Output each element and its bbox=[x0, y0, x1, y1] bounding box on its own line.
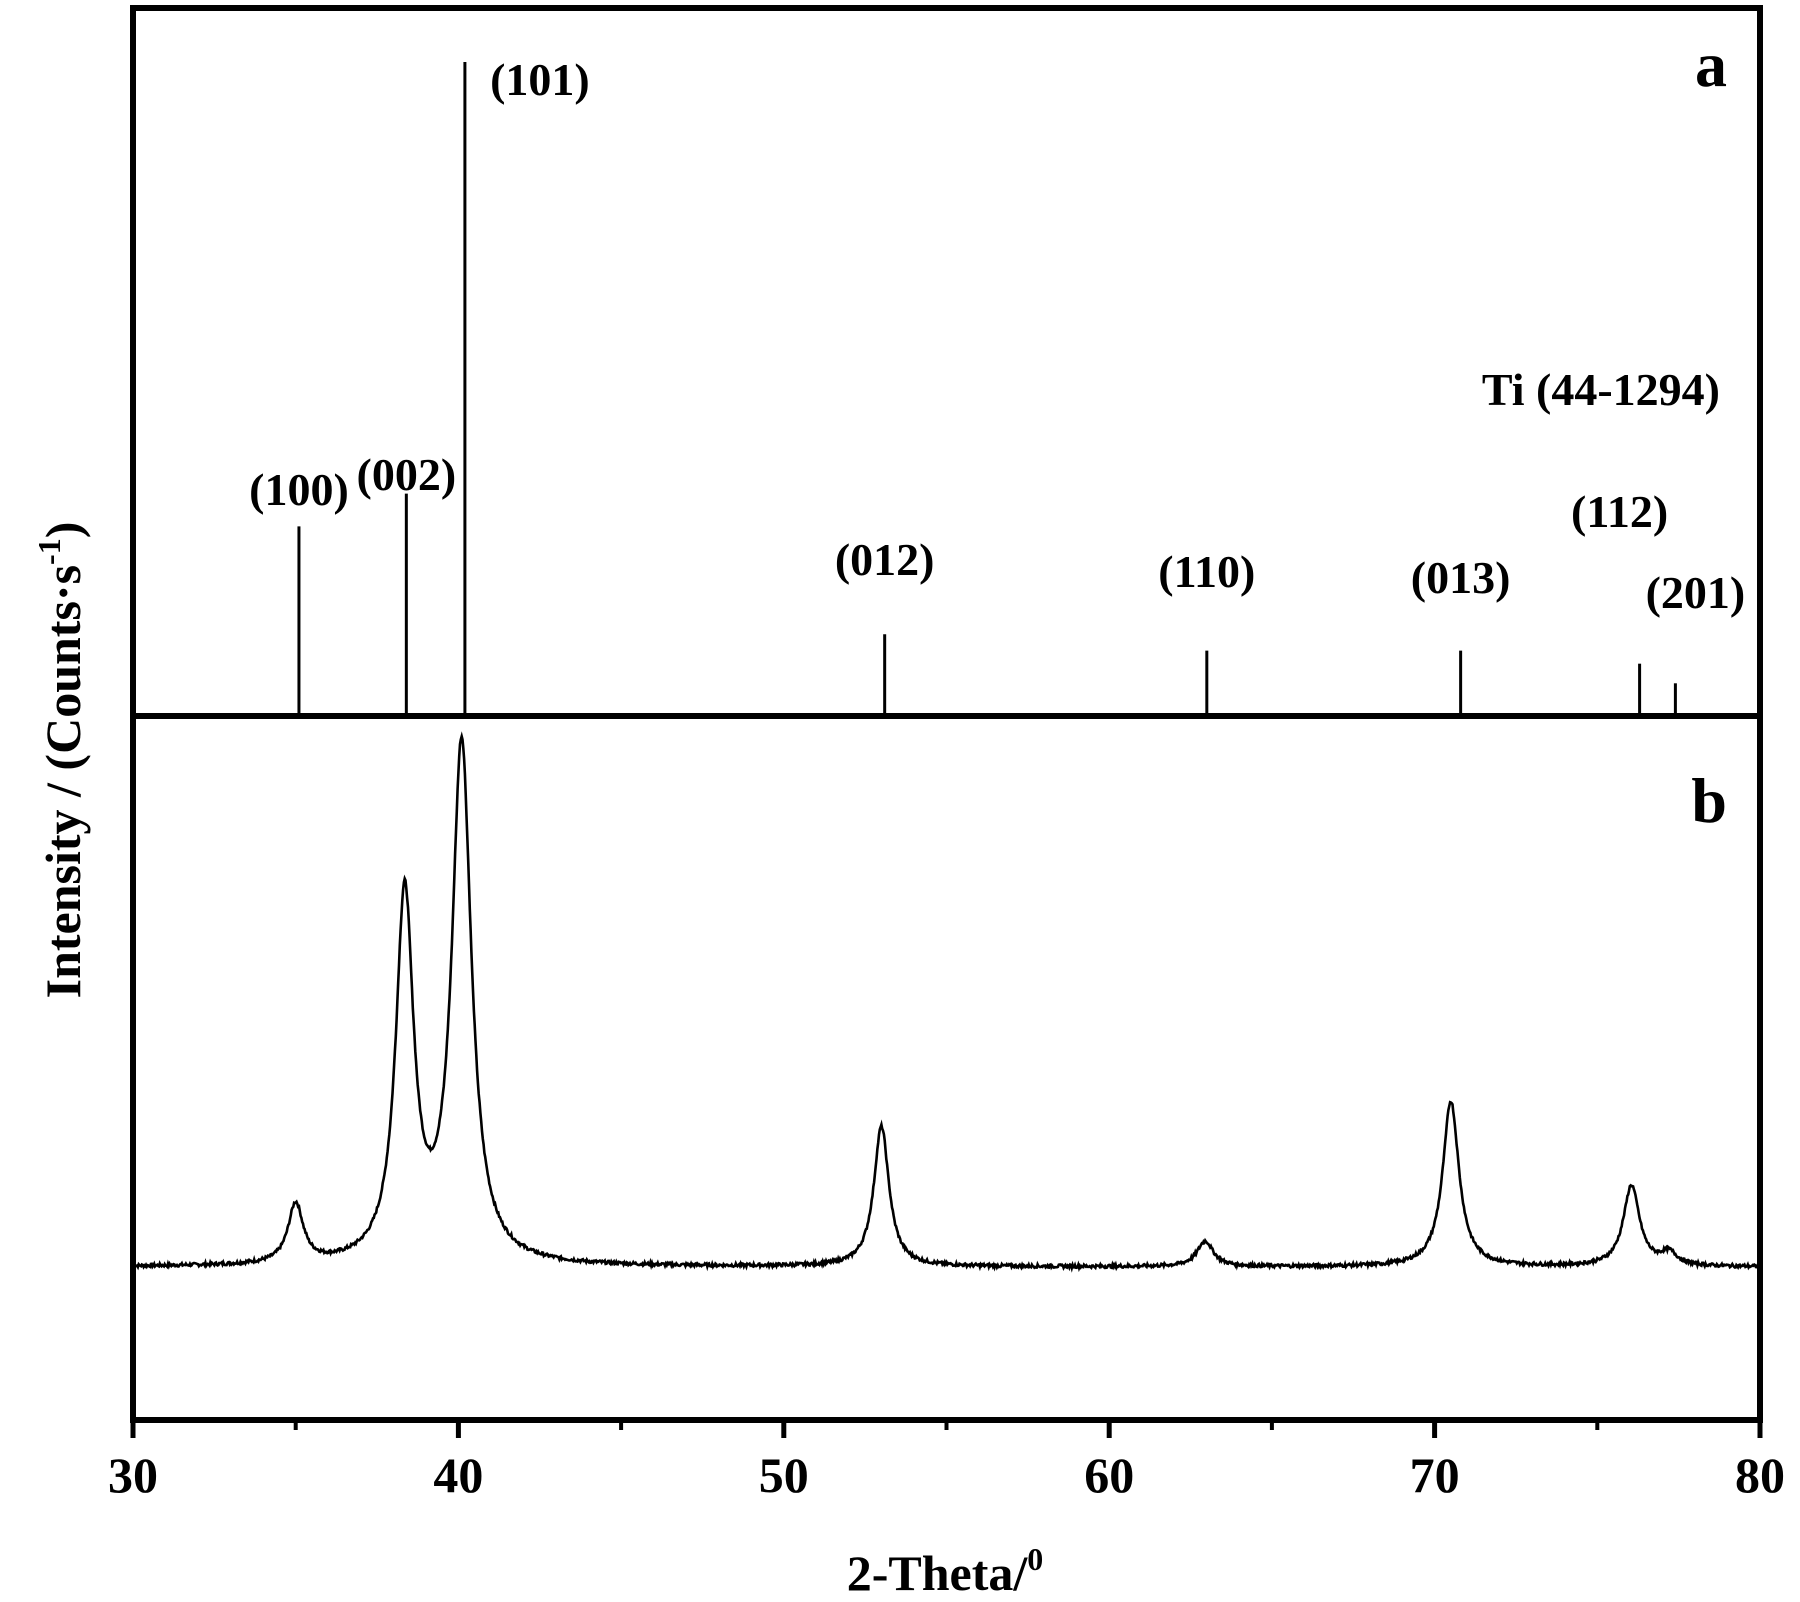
x-tick-label: 60 bbox=[1084, 1447, 1134, 1503]
stick-label: (002) bbox=[357, 449, 457, 500]
panel-letter-a: a bbox=[1695, 29, 1727, 100]
x-tick-label: 50 bbox=[759, 1447, 809, 1503]
x-axis-tick-labels: 30 40 50 60 70 80 bbox=[108, 1447, 1785, 1503]
y-axis-title-superscript: -1 bbox=[31, 538, 67, 565]
y-axis-title-main: Intensity / (Counts·s bbox=[35, 565, 91, 998]
diffraction-pattern-line bbox=[132, 731, 1762, 1273]
panel-letter-b: b bbox=[1691, 765, 1727, 836]
x-tick-label: 80 bbox=[1735, 1447, 1785, 1503]
stick-label: (012) bbox=[835, 534, 935, 585]
x-tick-label: 30 bbox=[108, 1447, 158, 1503]
reference-sticks bbox=[297, 62, 1677, 716]
stick-label: (110) bbox=[1158, 546, 1255, 597]
x-axis-ticks bbox=[130, 1420, 1763, 1438]
reference-stick-labels: (100) (002) (101) (012) (110) (013) (112) (201) bbox=[249, 54, 1745, 618]
x-axis-title-superscript: 0 bbox=[1027, 1541, 1043, 1577]
stick-label: (101) bbox=[490, 54, 590, 105]
x-axis-title: 2-Theta/0 bbox=[847, 1541, 1044, 1601]
stick-label: (201) bbox=[1646, 567, 1746, 618]
stick-label: (013) bbox=[1411, 552, 1511, 603]
x-axis-title-main: 2-Theta/ bbox=[847, 1545, 1029, 1601]
y-axis-title: Intensity / (Counts·s-1) bbox=[31, 522, 91, 999]
stick-label: (112) bbox=[1571, 486, 1668, 537]
stick-label: (100) bbox=[249, 464, 349, 515]
reference-pattern-label: Ti (44-1294) bbox=[1482, 364, 1720, 415]
x-tick-label: 40 bbox=[433, 1447, 483, 1503]
x-tick-label: 70 bbox=[1410, 1447, 1460, 1503]
y-axis-title-end: ) bbox=[35, 522, 91, 539]
